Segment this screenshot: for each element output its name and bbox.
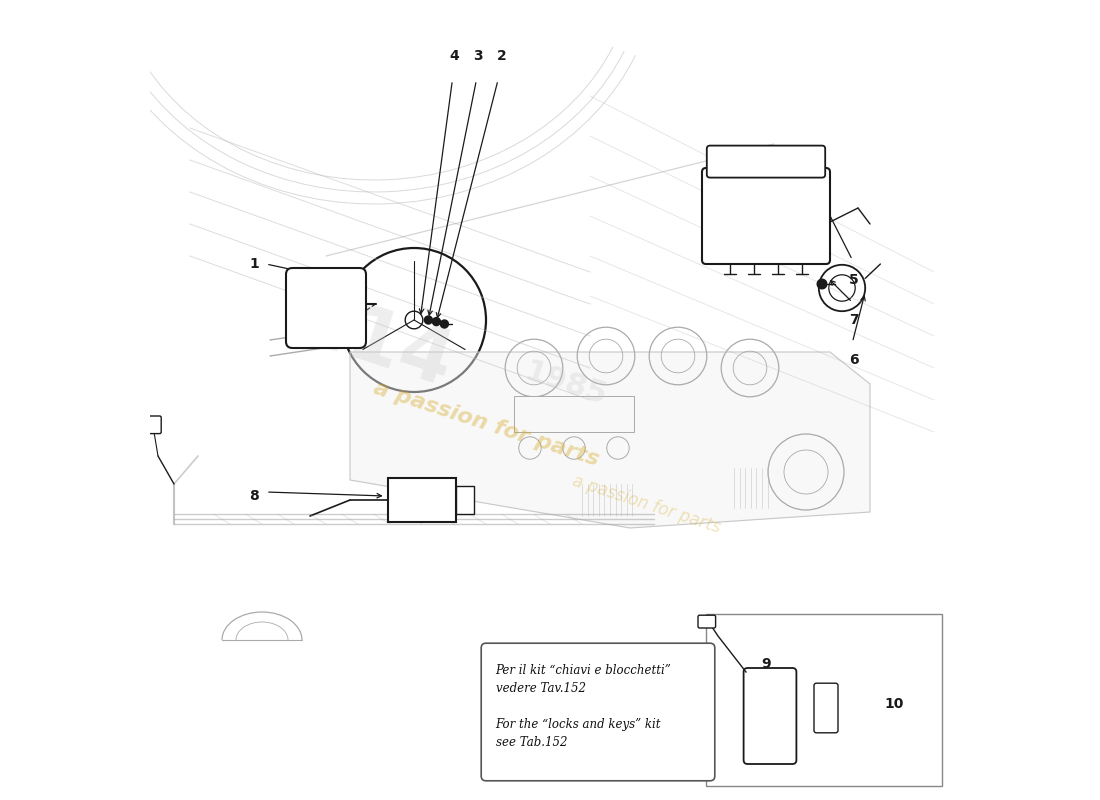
Text: 5: 5 xyxy=(849,273,859,287)
FancyBboxPatch shape xyxy=(744,668,796,764)
Text: 10: 10 xyxy=(884,697,904,711)
FancyBboxPatch shape xyxy=(706,614,942,786)
FancyBboxPatch shape xyxy=(707,146,825,178)
Circle shape xyxy=(425,316,432,324)
FancyBboxPatch shape xyxy=(388,478,456,522)
Text: Per il kit “chiavi e blocchetti”
vedere Tav.152: Per il kit “chiavi e blocchetti” vedere … xyxy=(496,664,671,695)
FancyBboxPatch shape xyxy=(481,643,715,781)
FancyBboxPatch shape xyxy=(702,168,830,264)
FancyBboxPatch shape xyxy=(148,416,162,434)
Text: 2: 2 xyxy=(497,49,507,63)
Text: 1985: 1985 xyxy=(521,357,610,411)
Text: 9: 9 xyxy=(761,657,771,671)
FancyBboxPatch shape xyxy=(456,486,474,514)
Circle shape xyxy=(817,279,827,289)
Circle shape xyxy=(432,318,440,326)
Circle shape xyxy=(440,320,449,328)
Text: 4: 4 xyxy=(449,49,459,63)
Text: 7: 7 xyxy=(849,313,859,327)
Text: a passion for parts: a passion for parts xyxy=(570,471,723,537)
FancyBboxPatch shape xyxy=(698,615,716,628)
Text: 3: 3 xyxy=(473,49,483,63)
Text: 214: 214 xyxy=(287,284,461,404)
Polygon shape xyxy=(350,352,870,528)
Text: For the “locks and keys” kit
see Tab.152: For the “locks and keys” kit see Tab.152 xyxy=(496,718,661,750)
Text: 1: 1 xyxy=(249,257,258,271)
Text: a passion for parts: a passion for parts xyxy=(371,378,602,470)
FancyBboxPatch shape xyxy=(814,683,838,733)
FancyBboxPatch shape xyxy=(514,396,634,432)
Text: 6: 6 xyxy=(849,353,859,367)
Text: 8: 8 xyxy=(249,489,258,503)
FancyBboxPatch shape xyxy=(286,268,366,348)
